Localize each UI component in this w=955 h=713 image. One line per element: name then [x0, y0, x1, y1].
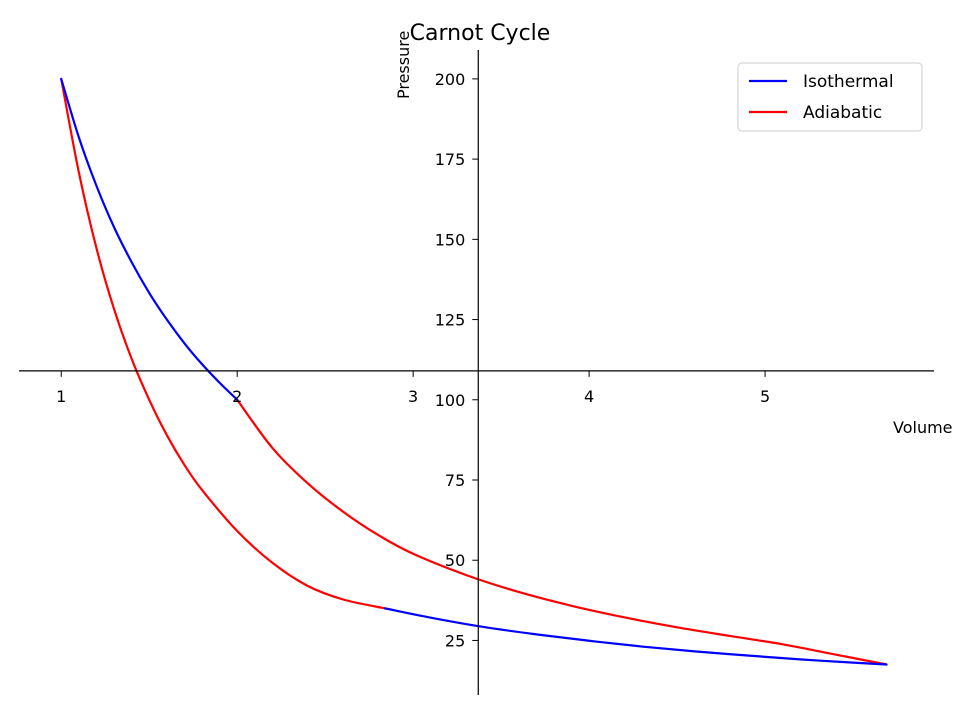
y-tick-label: 175	[435, 150, 466, 169]
legend-label-isothermal: Isothermal	[803, 72, 894, 92]
x-tick-label: 5	[760, 387, 770, 406]
isothermal-curve-segment-2	[383, 607, 888, 666]
chart-title: Carnot Cycle	[410, 21, 551, 46]
x-axis-label: Volume	[893, 418, 953, 437]
legend-label-adiabatic: Adiabatic	[803, 103, 882, 123]
x-tick-label: 3	[408, 387, 418, 406]
x-tick-label: 2	[232, 387, 242, 406]
adiabatic-curve-segment-2	[236, 398, 888, 666]
isothermal-curve-segment-1	[60, 77, 239, 401]
x-ticks: 1 2 3 4 5	[56, 370, 770, 406]
legend: Isothermal Adiabatic	[737, 62, 923, 132]
y-tick-label: 75	[445, 471, 465, 490]
plot-area	[60, 77, 888, 666]
x-tick-label: 1	[56, 387, 66, 406]
y-tick-label: 50	[445, 551, 465, 570]
y-tick-label: 125	[435, 311, 466, 330]
y-axis-label: Pressure	[394, 31, 413, 99]
y-tick-label: 100	[435, 391, 466, 410]
adiabatic-curve-segment-1	[60, 77, 387, 610]
y-tick-label: 200	[435, 70, 466, 89]
y-tick-label: 25	[445, 631, 465, 650]
y-tick-label: 150	[435, 230, 466, 249]
y-ticks: 25 50 75 100 125 150 175 200	[435, 70, 479, 650]
x-tick-label: 4	[584, 387, 594, 406]
